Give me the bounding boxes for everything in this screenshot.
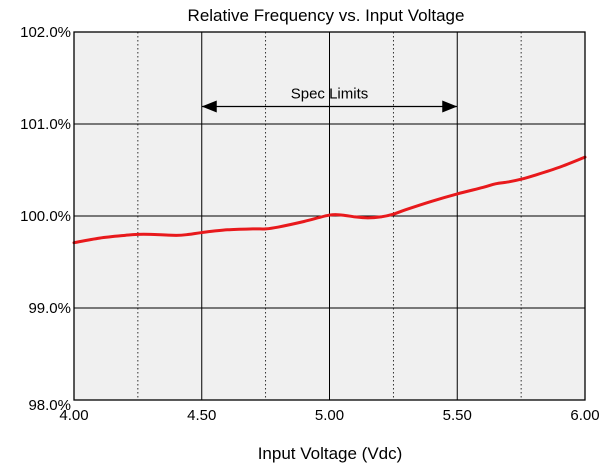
y-axis-ticks: 98.0% 99.0% 100.0% 101.0% 102.0% (20, 24, 71, 414)
x-axis-ticks: 4.00 4.50 5.00 5.50 6.00 (59, 407, 599, 424)
chart-title: Relative Frequency vs. Input Voltage (188, 6, 465, 25)
y-tick-label: 99.0% (28, 300, 71, 317)
x-tick-label: 4.00 (59, 407, 88, 424)
x-tick-label: 5.00 (315, 407, 344, 424)
y-tick-label: 100.0% (20, 208, 71, 225)
spec-limits-annotation: Spec Limits (201, 86, 458, 113)
x-tick-label: 6.00 (570, 407, 599, 424)
x-axis-label: Input Voltage (Vdc) (258, 444, 403, 463)
series-layer (72, 155, 587, 245)
spec-limits-label: Spec Limits (291, 86, 369, 103)
spec-limits-arrowhead-left (201, 100, 217, 113)
plot-frame (73, 31, 586, 401)
y-tick-label: 102.0% (20, 24, 71, 41)
y-tick-label: 98.0% (28, 397, 71, 414)
y-tick-label: 101.0% (20, 116, 71, 133)
x-tick-label: 5.50 (443, 407, 472, 424)
spec-limits-arrowhead-right (442, 100, 458, 113)
x-tick-label: 4.50 (187, 407, 216, 424)
series-line (72, 155, 587, 245)
